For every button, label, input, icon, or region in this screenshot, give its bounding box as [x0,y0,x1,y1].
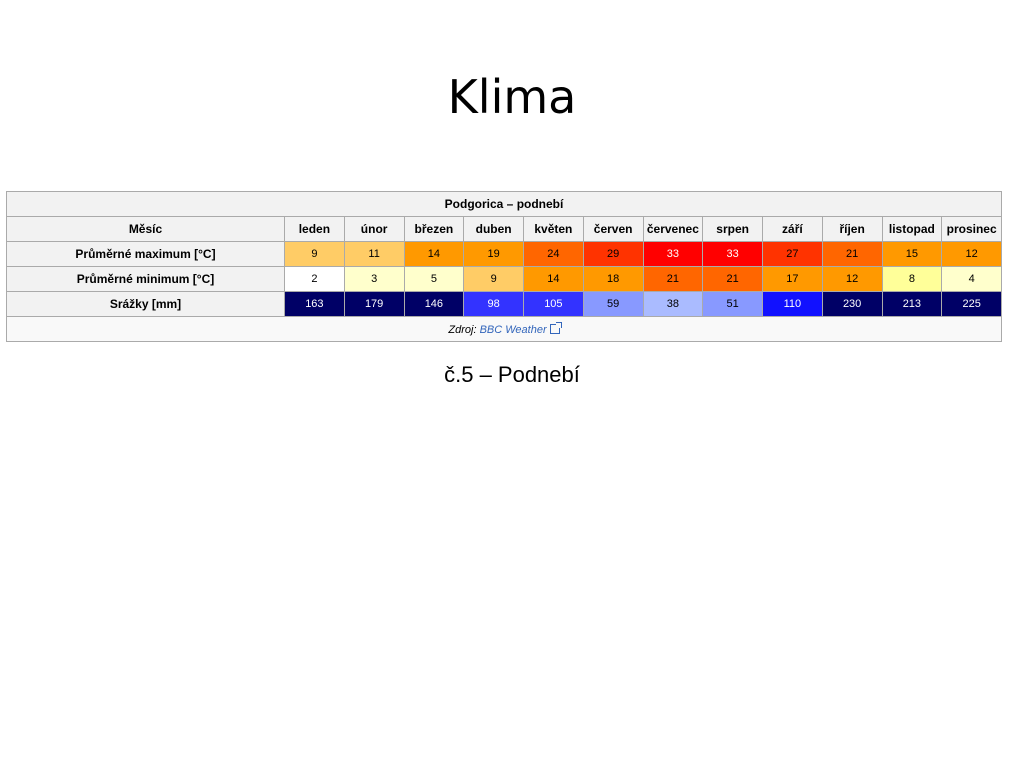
value-cell: 21 [642,266,704,292]
value-cell: 12 [821,266,883,292]
value-cell: 12 [941,241,1003,267]
row-label: Průměrné minimum [°C] [6,266,285,292]
value-cell: 5 [403,266,465,292]
value-cell: 8 [881,266,943,292]
source-cell: Zdroj: BBC Weather [5,316,1003,342]
month-header-row: Měsíc leden únor březen duben květen červen če… [6,216,1003,242]
month-header: únor [343,216,405,242]
month-header: říjen [821,216,883,242]
month-header: září [762,216,823,242]
value-cell: 98 [463,291,524,317]
value-cell: 163 [284,291,345,317]
value-cell: 17 [762,266,823,292]
slide-title: Klima [447,70,577,124]
value-cell: 27 [762,241,823,267]
source-row: Zdroj: BBC Weather [5,316,1003,342]
value-cell: 225 [941,291,1003,317]
value-cell: 33 [702,241,763,267]
value-cell: 110 [762,291,823,317]
row-label: Průměrné maximum [°C] [6,241,285,267]
value-cell: 33 [642,241,704,267]
row-label: Srážky [mm] [6,291,285,317]
month-header: duben [463,216,524,242]
value-cell: 3 [343,266,405,292]
value-cell: 9 [284,241,345,267]
month-header: červenec [642,216,704,242]
month-header: březen [403,216,465,242]
table-row: Průměrné minimum [°C] 2 3 5 9 14 18 21 21 17 12 8 4 [6,266,1003,292]
value-cell: 179 [343,291,405,317]
month-header: leden [284,216,345,242]
value-cell: 14 [523,266,584,292]
value-cell: 51 [702,291,763,317]
month-header: květen [523,216,584,242]
month-header: červen [582,216,644,242]
value-cell: 2 [284,266,345,292]
table-caption-row: Podgorica – podnebí [5,191,1003,217]
value-cell: 38 [642,291,704,317]
figure-caption: č.5 – Podnebí [444,362,580,387]
value-cell: 11 [343,241,405,267]
climate-table: Podgorica – podnebí Měsíc leden únor březe… [5,191,1003,342]
table-caption: Podgorica – podnebí [5,191,1003,217]
source-link[interactable]: BBC Weather [479,323,547,336]
value-cell: 59 [582,291,644,317]
external-link-icon [549,321,562,334]
value-cell: 14 [403,241,465,267]
month-column-header: Měsíc [6,216,285,242]
value-cell: 9 [463,266,524,292]
value-cell: 105 [523,291,584,317]
value-cell: 21 [702,266,763,292]
value-cell: 29 [582,241,644,267]
source-prefix: Zdroj: [448,323,477,336]
month-header: prosinec [941,216,1003,242]
value-cell: 15 [881,241,943,267]
value-cell: 230 [821,291,883,317]
month-header: listopad [881,216,943,242]
month-header: srpen [702,216,763,242]
value-cell: 24 [523,241,584,267]
value-cell: 4 [941,266,1003,292]
value-cell: 146 [403,291,465,317]
table-row: Průměrné maximum [°C] 9 11 14 19 24 29 33 33 27 21… [6,241,1003,267]
value-cell: 213 [881,291,943,317]
table-row: Srážky [mm] 163 179 146 98 105 59 38 51 110 230 213… [6,291,1003,317]
value-cell: 19 [463,241,524,267]
value-cell: 21 [821,241,883,267]
value-cell: 18 [582,266,644,292]
